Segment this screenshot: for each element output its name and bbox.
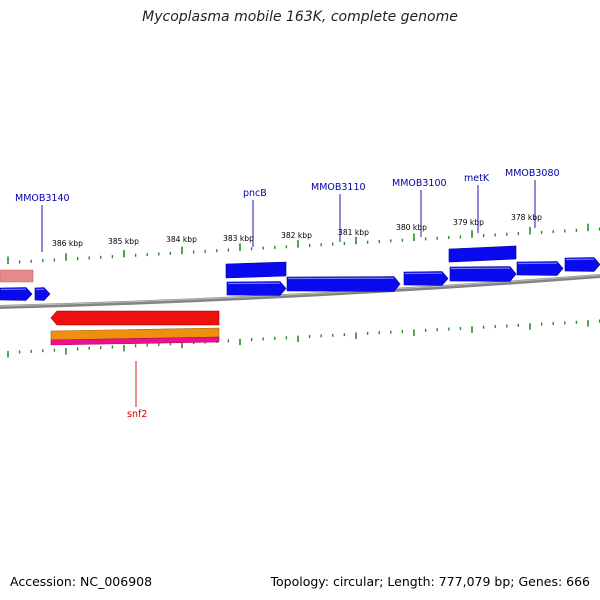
gene-arrow-mmob3080 bbox=[516, 261, 564, 276]
gene-arrow-left-2 bbox=[34, 287, 51, 301]
tick-label: 382 kbp bbox=[281, 231, 312, 240]
gene-block-metk-upper bbox=[448, 245, 517, 263]
gene-block-magenta bbox=[50, 336, 220, 346]
gene-arrow-snf2 bbox=[50, 310, 220, 326]
gene-arrow-metk bbox=[449, 266, 517, 282]
gene-label: snf2 bbox=[127, 409, 147, 420]
tick-label: 379 kbp bbox=[453, 218, 484, 227]
gene-block-pink bbox=[0, 269, 34, 283]
genome-backbone bbox=[0, 274, 600, 309]
gene-arrow-left-1 bbox=[0, 287, 33, 301]
gene-arrow-right-edge bbox=[564, 257, 600, 272]
gene-label: pncB bbox=[243, 188, 267, 199]
tick-label: 381 kbp bbox=[338, 228, 369, 237]
tick-label: 386 kbp bbox=[52, 239, 83, 248]
tick-label: 380 kbp bbox=[396, 223, 427, 232]
gene-arrow-mmob3100 bbox=[403, 271, 449, 286]
gene-label: MMOB3100 bbox=[392, 178, 447, 189]
tick-label: 383 kbp bbox=[223, 234, 254, 243]
tick-label: 384 kbp bbox=[166, 235, 197, 244]
map-title: Mycoplasma mobile 163K, complete genome bbox=[142, 9, 458, 25]
gene-features bbox=[0, 245, 600, 346]
gene-label: MMOB3080 bbox=[505, 168, 560, 179]
gene-label: metK bbox=[464, 173, 490, 184]
gene-label: MMOB3110 bbox=[311, 182, 366, 193]
outer-tick-track bbox=[7, 223, 600, 265]
gene-label: MMOB3140 bbox=[15, 193, 70, 204]
gene-arrow-pncb bbox=[226, 281, 287, 296]
tick-label: 378 kbp bbox=[511, 213, 542, 222]
tick-labels: 386 kbp 385 kbp 384 kbp 383 kbp 382 kbp 381 k… bbox=[52, 213, 542, 248]
gene-block-pncb-upper bbox=[225, 261, 287, 279]
genome-backbone-highlight bbox=[0, 274, 600, 307]
accession-label: Accession: NC_006908 bbox=[10, 574, 153, 589]
genome-summary: Topology: circular; Length: 777,079 bp; … bbox=[270, 574, 591, 589]
gene-labels: MMOB3140 pncB MMOB3110 MMOB3100 metK MMOB3080… bbox=[15, 168, 560, 420]
gene-arrow-mmob3110 bbox=[286, 276, 401, 292]
tick-label: 385 kbp bbox=[108, 237, 139, 246]
